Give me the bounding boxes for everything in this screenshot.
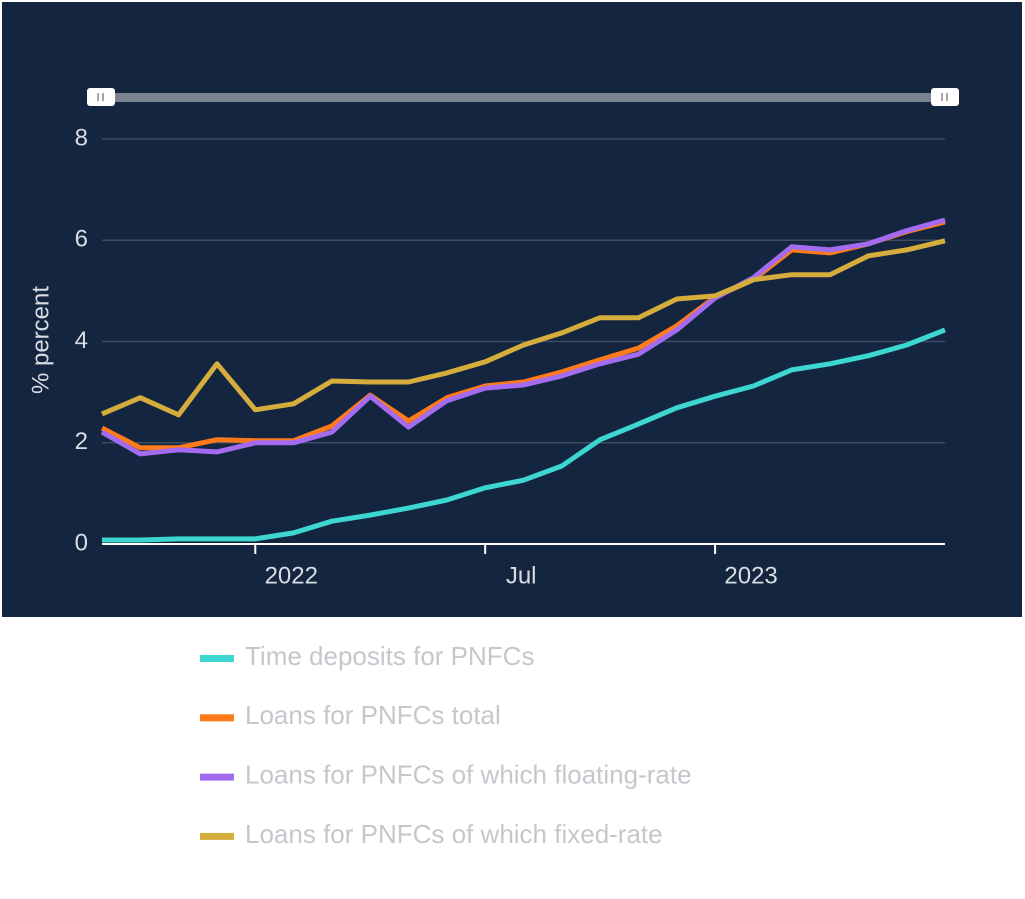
range-slider-handle[interactable] [87, 88, 115, 106]
range-slider-track[interactable] [100, 93, 945, 102]
legend-label[interactable]: Loans for PNFCs total [245, 700, 501, 730]
legend-label[interactable]: Loans for PNFCs of which fixed-rate [245, 819, 663, 849]
y-tick-label: 4 [75, 327, 88, 354]
legend-swatch [200, 773, 234, 781]
y-tick-label: 2 [75, 428, 88, 455]
legend-swatch [200, 832, 234, 840]
series-line [102, 327, 946, 543]
x-tick-label: Jul [506, 562, 537, 589]
y-tick-label: 0 [75, 529, 88, 556]
series-line [100, 217, 946, 457]
x-tick-label: 2022 [265, 562, 318, 589]
handle-grip [97, 93, 104, 101]
y-tick-label: 6 [75, 226, 88, 253]
y-axis-label: % percent [27, 286, 54, 394]
range-slider-handle[interactable] [931, 88, 959, 106]
handle-grip [941, 93, 948, 101]
x-tick-label: 2023 [724, 562, 777, 589]
legend-swatch [200, 655, 234, 662]
series-line [100, 219, 946, 451]
series-line [101, 238, 946, 418]
y-tick-label: 8 [75, 124, 88, 151]
legend-label[interactable]: Loans for PNFCs of which floating-rate [245, 759, 692, 789]
plot-background [2, 2, 1022, 617]
legend-label[interactable]: Time deposits for PNFCs [245, 641, 534, 671]
legend-swatch [200, 714, 234, 722]
